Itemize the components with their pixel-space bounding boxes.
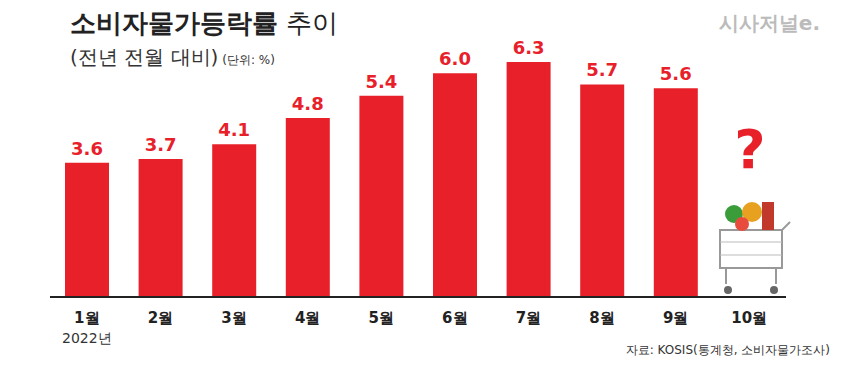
- svg-text:4월: 4월: [295, 309, 320, 327]
- svg-text:2022년: 2022년: [62, 330, 112, 346]
- svg-text:6월: 6월: [442, 309, 467, 327]
- svg-text:3.6: 3.6: [71, 138, 103, 159]
- svg-text:6.0: 6.0: [439, 48, 471, 69]
- svg-text:7월: 7월: [516, 309, 541, 327]
- svg-text:2월: 2월: [148, 309, 173, 327]
- svg-text:4.8: 4.8: [292, 93, 324, 114]
- svg-text:5.6: 5.6: [660, 63, 692, 84]
- svg-text:3월: 3월: [221, 309, 246, 327]
- html-text:(전년 전월 대비)(단위: %): (전년 전월 대비)(단위: %): [70, 45, 275, 69]
- html-text:소비자물가등락률 추이: 소비자물가등락률 추이: [70, 8, 339, 38]
- html-text:시사저널e.: 시사저널e.: [718, 11, 820, 35]
- svg-text:5월: 5월: [368, 309, 393, 327]
- svg-text:5.4: 5.4: [365, 71, 397, 92]
- svg-text:9월: 9월: [663, 309, 688, 327]
- svg-text:5.7: 5.7: [586, 59, 618, 80]
- svg-text:6.3: 6.3: [513, 37, 545, 58]
- svg-text:4.1: 4.1: [218, 119, 250, 140]
- svg-text:10월: 10월: [731, 309, 767, 327]
- svg-text:1월: 1월: [74, 309, 99, 327]
- html-text:자료: KOSIS(통계청, 소비자물가조사): 자료: KOSIS(통계청, 소비자물가조사): [625, 343, 830, 357]
- svg-text:3.7: 3.7: [145, 134, 177, 155]
- svg-text:8월: 8월: [589, 309, 614, 327]
